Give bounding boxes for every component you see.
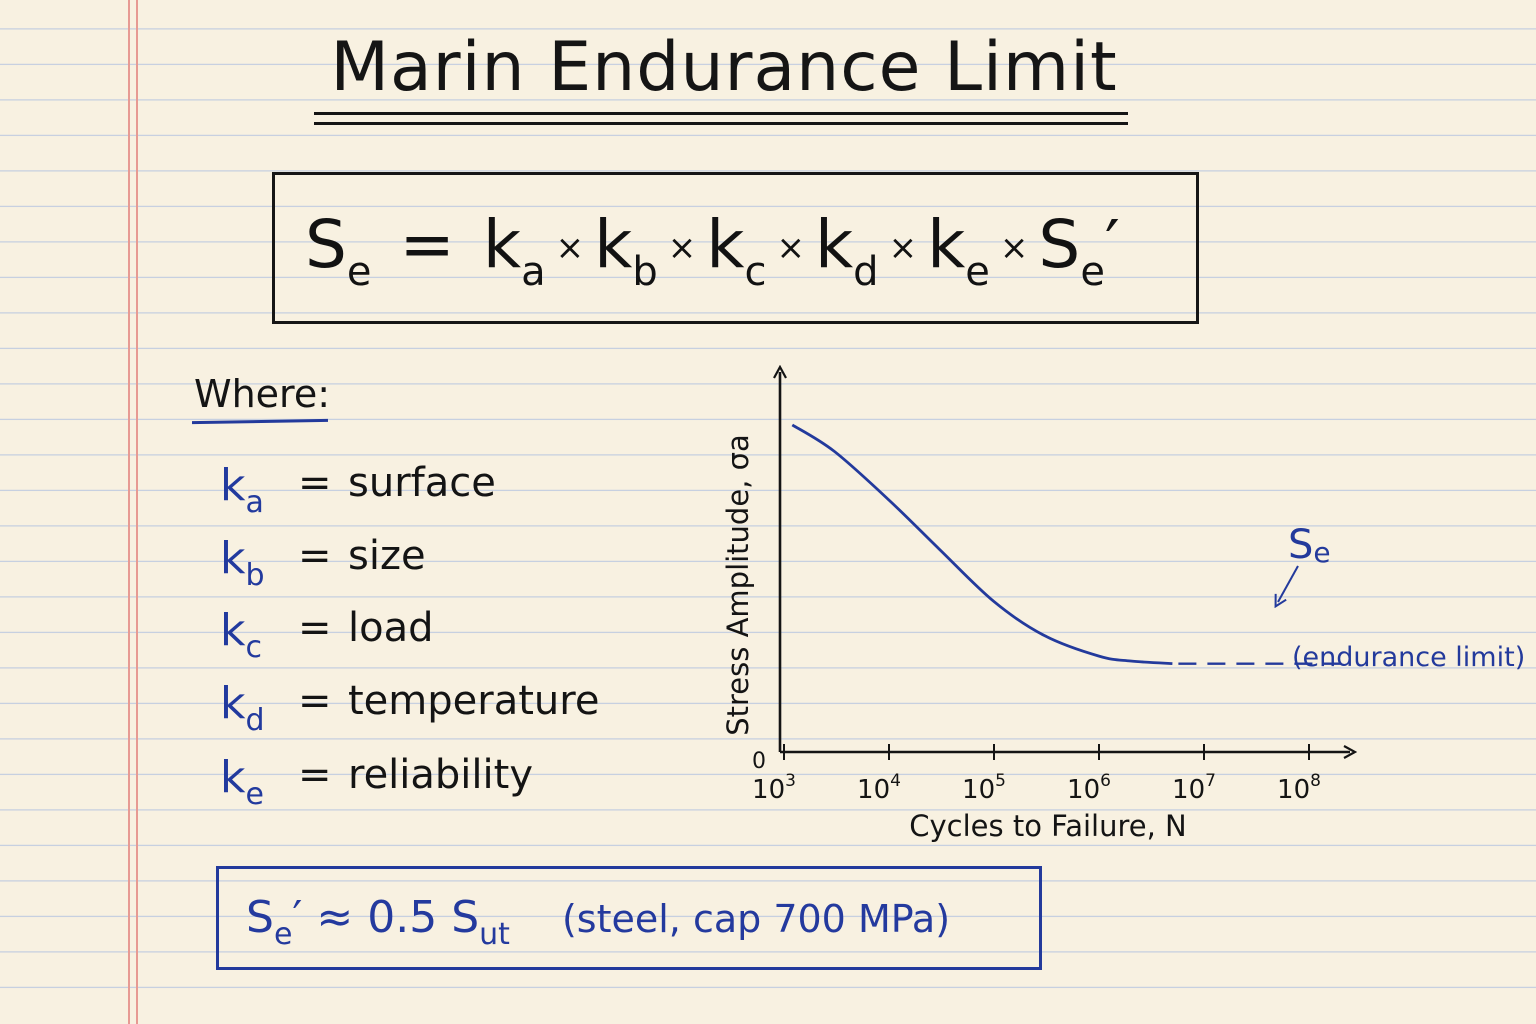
x-tick-label: 108: [1277, 771, 1321, 805]
where-label: Where:: [194, 372, 331, 416]
y-origin-label: 0: [752, 749, 766, 774]
coefficient-equals: =: [298, 605, 332, 651]
coefficient-symbol: kc: [220, 605, 262, 665]
note-lhs: S: [246, 892, 274, 943]
x-tick-label: 105: [962, 771, 1006, 805]
coefficient-equals: =: [298, 678, 332, 724]
se-prime-note-box: [216, 866, 1042, 970]
endurance-caption: (endurance limit): [1292, 642, 1525, 673]
formula-times: ×: [888, 228, 918, 268]
note-approx: ≈ 0.5: [316, 892, 438, 943]
formula-factor-kd: kd: [814, 206, 879, 295]
coefficient-name: load: [348, 605, 434, 651]
margin-line-left: [128, 0, 130, 1024]
formula-factor-ke: ke: [927, 206, 990, 295]
marin-formula: Se = ka× kb× kc× kd× ke× Se′: [305, 206, 1120, 295]
coefficient-symbol: ke: [220, 752, 264, 812]
sn-curve-line: [791, 423, 1173, 665]
coefficient-name: size: [348, 533, 426, 579]
note-detail: (steel, cap 700 MPa): [561, 897, 951, 941]
coefficient-equals: =: [298, 752, 332, 798]
note-s-sub: ut: [479, 917, 510, 952]
formula-lhs: S: [305, 206, 347, 283]
formula-box: [272, 172, 1199, 324]
formula-factor-kb: kb: [594, 206, 658, 295]
endurance-symbol: Se: [1288, 522, 1331, 569]
x-tick-label: 107: [1172, 771, 1216, 805]
formula-factor-ka: ka: [482, 206, 546, 295]
coefficient-symbol: ka: [220, 460, 264, 520]
note-s: S: [451, 892, 480, 943]
formula-equals: =: [399, 206, 455, 283]
x-tick-label: 103: [752, 771, 796, 805]
page-title: Marin Endurance Limit: [330, 28, 1118, 107]
formula-times: ×: [999, 228, 1029, 268]
title-underline-top: [314, 112, 1128, 115]
formula-lhs-sub: e: [346, 249, 372, 295]
x-tick-label: 106: [1067, 771, 1111, 805]
se-prime-note: Se′ ≈ 0.5 Sut (steel, cap 700 MPa): [246, 892, 950, 952]
coefficient-symbol: kb: [220, 533, 265, 593]
formula-times: ×: [776, 228, 805, 268]
endurance-pointer-arrow: [1278, 565, 1299, 602]
coefficient-name: surface: [348, 460, 496, 506]
margin-line-right: [136, 0, 138, 1024]
formula-se-prime: Se′: [1038, 206, 1120, 295]
formula-times: ×: [667, 228, 697, 268]
y-axis-label: Stress Amplitude, σa: [721, 434, 755, 736]
x-axis-label: Cycles to Failure, N: [909, 809, 1186, 843]
note-lhs-sub: e: [273, 917, 293, 952]
formula-times: ×: [555, 228, 585, 268]
x-tick-label: 104: [857, 771, 901, 805]
formula-factor-kc: kc: [706, 206, 767, 295]
x-tick-group: 103 104 105 106 107 108: [752, 744, 1321, 805]
coefficient-equals: =: [298, 460, 332, 506]
title-underline-bottom: [314, 122, 1128, 125]
coefficient-name: reliability: [348, 752, 533, 798]
coefficient-name: temperature: [348, 678, 600, 724]
coefficient-symbol: kd: [220, 678, 265, 738]
coefficient-equals: =: [298, 533, 332, 579]
note-prime: ′: [292, 892, 303, 943]
